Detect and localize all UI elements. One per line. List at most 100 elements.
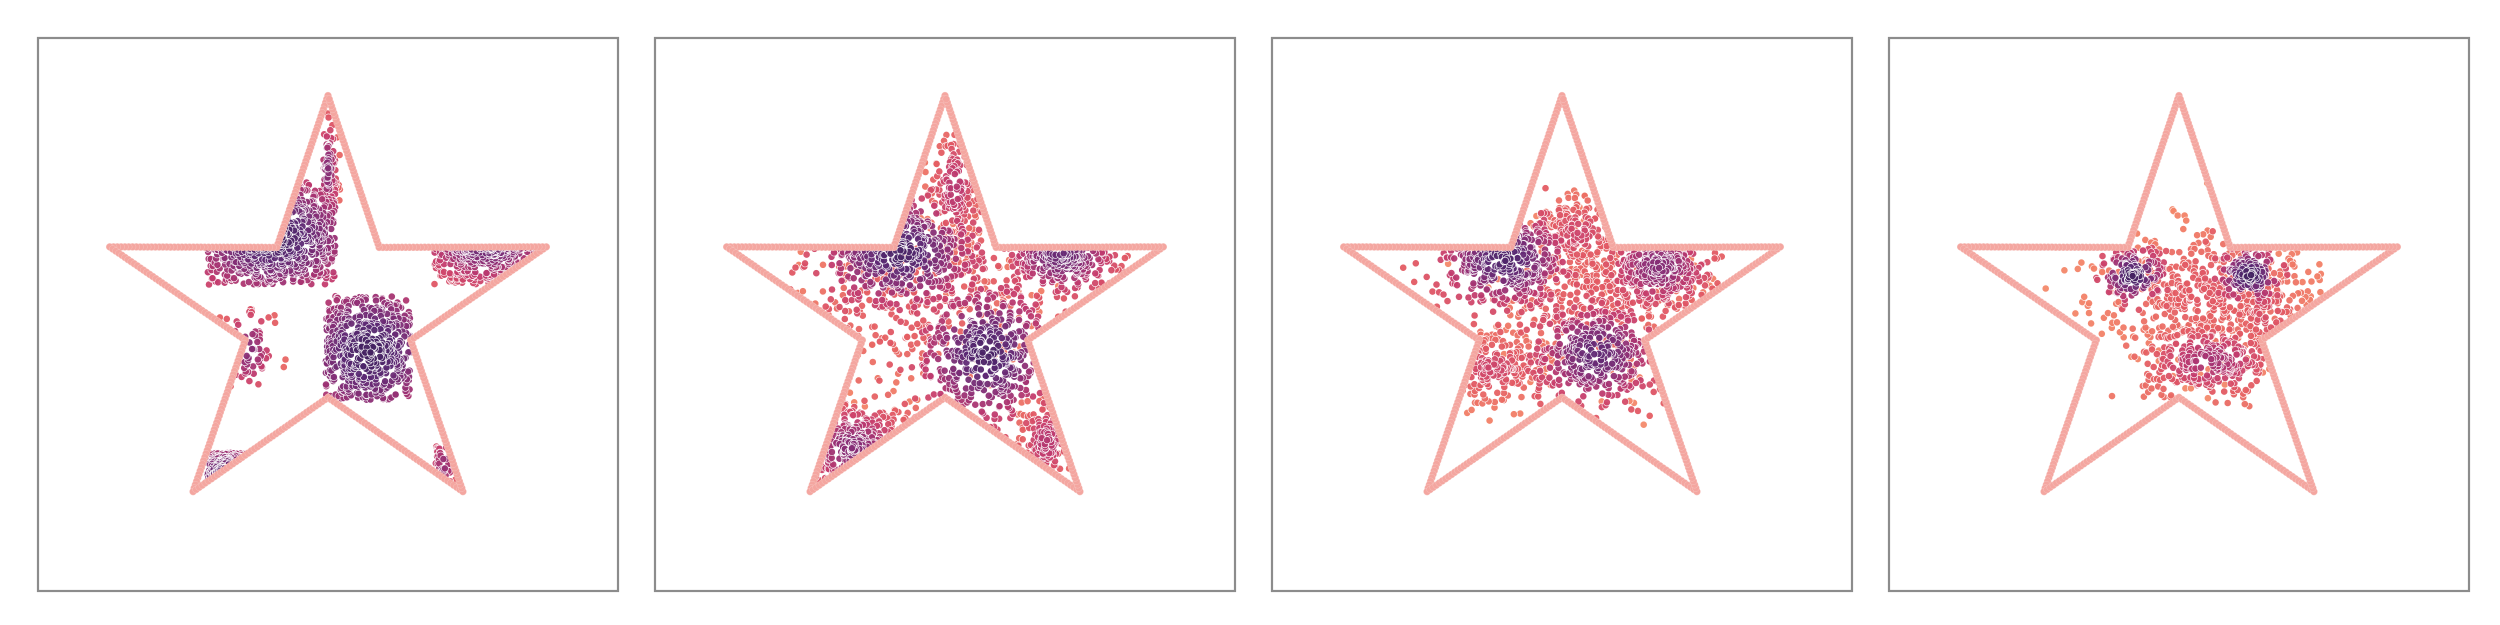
scatter-point [1015,307,1024,316]
scatter-point [942,310,951,319]
scatter-point [1494,320,1503,329]
scatter-point [983,295,992,304]
scatter-point [1517,393,1526,401]
scatter-point [916,282,924,290]
scatter-point [1031,319,1040,328]
scatter-point [828,285,836,294]
scatter-point [370,326,379,334]
scatter-point [1018,435,1027,444]
scatter-point [854,376,863,385]
scatter-point [911,403,920,412]
scatter-point [976,338,985,347]
scatter-point [990,410,999,419]
scatter-point [1522,325,1531,334]
scatter-point [279,363,288,371]
scatter-point [849,411,858,420]
scatter-point [1482,344,1490,353]
scatter-point [1008,298,1017,307]
scatter-point [935,167,944,176]
scatter-point [1634,406,1642,415]
scatter-point [1001,340,1010,349]
scatter-point [257,317,266,326]
scatter-point [896,246,905,255]
scatter-point [819,287,827,296]
scatter-point [994,262,1003,270]
scatter-point [1573,250,1581,259]
scatter-point [1537,329,1545,337]
scatter-point [975,379,984,388]
scatter-point [244,278,253,286]
scatter-point [919,316,928,325]
scatter-point [936,302,944,311]
scatter-point [888,288,896,297]
scatter-point [943,245,952,254]
scatter-point [892,378,901,387]
scatter-point [1410,277,1419,286]
scatter-point [381,377,389,386]
scatter-point [1524,342,1533,351]
scatter-point [900,399,909,408]
scatter-point [1107,266,1116,275]
scatter-point [985,337,994,346]
scatter-point [960,391,969,400]
scatter-point [866,278,875,286]
scatter-point [922,289,931,298]
scatter-point [335,151,344,159]
scatter-point [387,292,396,301]
scatter-point [984,391,993,400]
scatter-point [254,380,263,389]
scatter-point [917,194,926,203]
scatter-point [835,303,844,311]
scatter-point [852,305,861,314]
scatter-point [868,358,877,366]
scatter-point [837,276,846,285]
scatter-point [932,209,941,218]
scatter-point [955,368,964,377]
scatter-point [1043,436,1051,445]
scatter-point [391,390,400,399]
scatter-point [1560,282,1569,291]
scatter-point [957,244,966,252]
scatter-point [978,265,987,273]
scatter-point [1411,259,1420,268]
scatter-point [846,264,855,273]
scatter-point [999,302,1007,311]
scatter-point [835,259,844,268]
scatter-point [1493,388,1502,397]
scatter-point [332,296,341,305]
scatter-point [827,261,836,269]
scatter-point [1060,294,1068,303]
scatter-point [1541,304,1550,313]
scatter-point [886,299,895,308]
scatter-point [886,338,895,347]
scatter-point [922,356,931,365]
scatter-point [1399,263,1408,272]
scatter-point [1028,269,1037,278]
scatter-point [980,277,989,286]
scatter-point [1467,405,1476,414]
scatter-point [324,164,333,173]
scatter-point [983,380,992,388]
scatter-point [910,303,919,311]
scatter-point [871,331,880,340]
scatter-point [840,315,849,323]
scatter-point [916,275,924,284]
scatter-point [440,464,449,473]
scatter-point [354,389,363,398]
panels [36,36,2471,593]
scatter-point [884,390,892,399]
scatter-point [366,348,375,357]
scatter-point [1071,292,1079,301]
scatter-point [1015,315,1023,324]
scatter-point [281,355,290,364]
scatter-point [1001,368,1010,377]
scatter-point [402,296,410,305]
scatter-point [1091,279,1100,287]
scatter-point [430,280,439,288]
scatter-point [264,313,273,322]
scatter-point [886,328,895,336]
scatter-point [322,380,330,389]
scatter-point [1498,342,1506,351]
